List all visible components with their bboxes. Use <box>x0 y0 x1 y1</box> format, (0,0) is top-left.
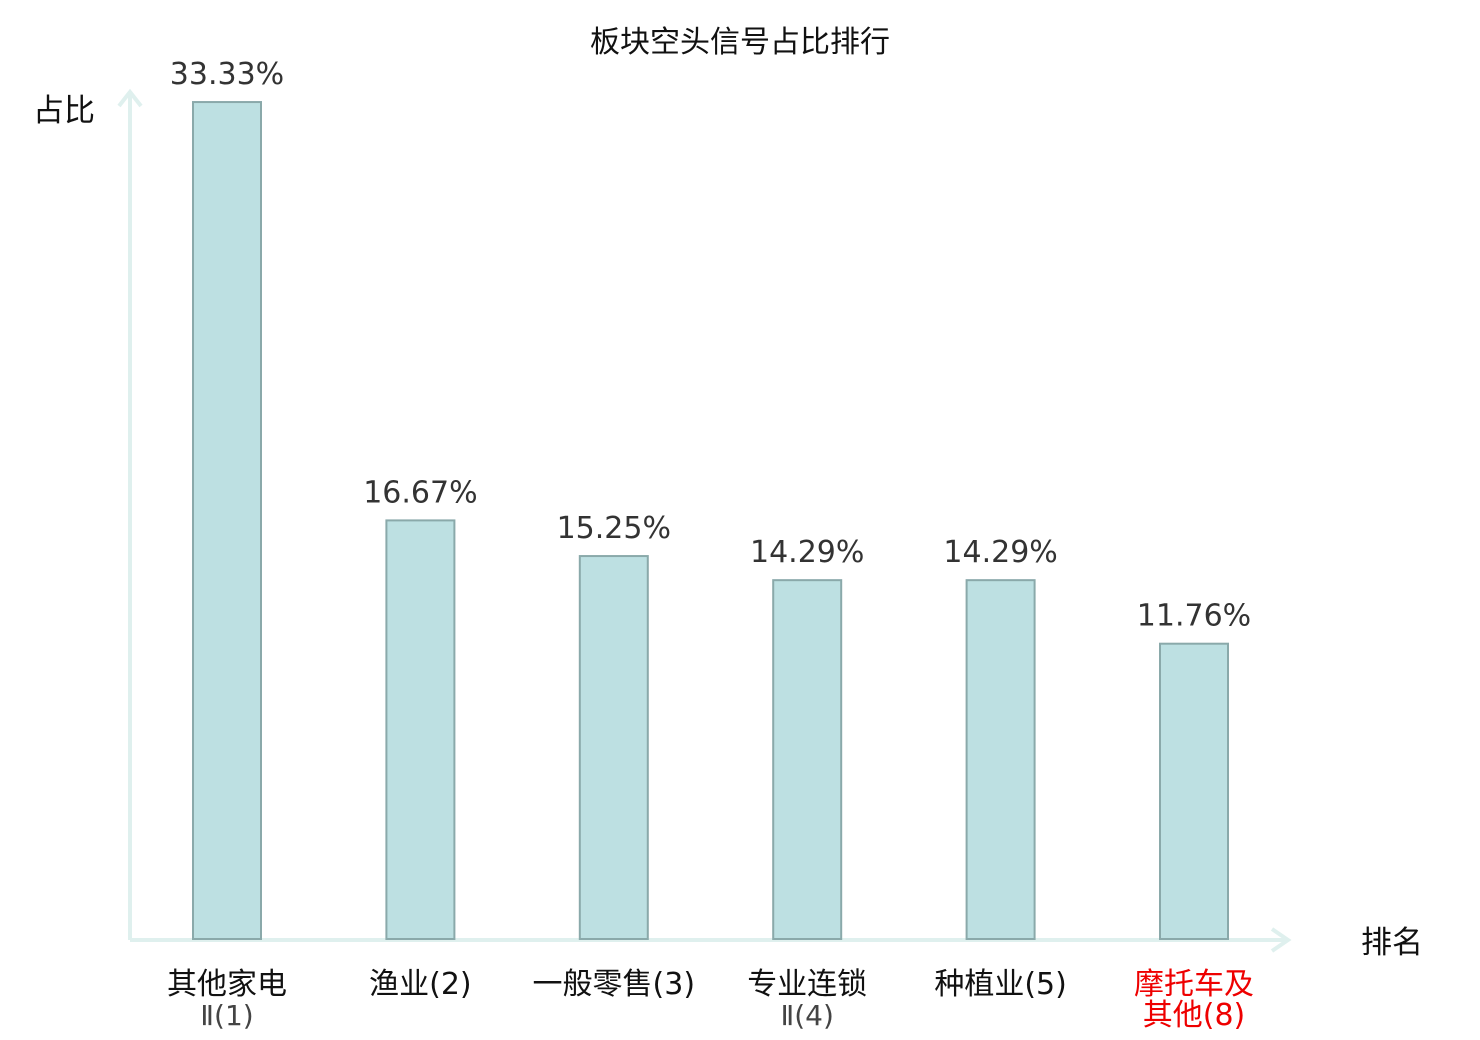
x-tick-label: 一般零售(3) <box>533 967 696 1002</box>
bar-value-label: 11.76% <box>1137 599 1251 634</box>
bar-value-label: 15.25% <box>557 511 671 546</box>
bar <box>1159 642 1229 941</box>
x-tick-label-line2: Ⅱ(1) <box>200 999 253 1032</box>
bar <box>965 579 1036 940</box>
bar <box>385 519 456 940</box>
bar-value-label: 33.33% <box>170 57 284 92</box>
bar <box>192 101 262 940</box>
y-axis-arrow <box>117 88 143 108</box>
x-tick-label: 种植业(5) <box>934 967 1067 1002</box>
bar <box>772 579 843 940</box>
bar-value-label: 16.67% <box>363 475 477 510</box>
x-axis-arrow <box>1270 927 1292 953</box>
bar <box>578 555 649 940</box>
x-tick-label-line2: Ⅱ(4) <box>780 999 833 1032</box>
x-tick-label-line2: 其他(8) <box>1143 998 1246 1033</box>
x-axis-label: 排名 <box>1361 925 1423 961</box>
x-tick-label: 摩托车及 <box>1134 967 1254 1002</box>
bar-value-label: 14.29% <box>750 535 864 570</box>
x-tick-label: 渔业(2) <box>369 967 472 1002</box>
x-tick-label: 专业连锁 <box>747 967 867 1002</box>
x-tick-label: 其他家电 <box>167 967 287 1002</box>
y-axis-label: 占比 <box>33 93 95 129</box>
bar-value-label: 14.29% <box>943 535 1057 570</box>
chart-title: 板块空头信号占比排行 <box>590 25 890 60</box>
